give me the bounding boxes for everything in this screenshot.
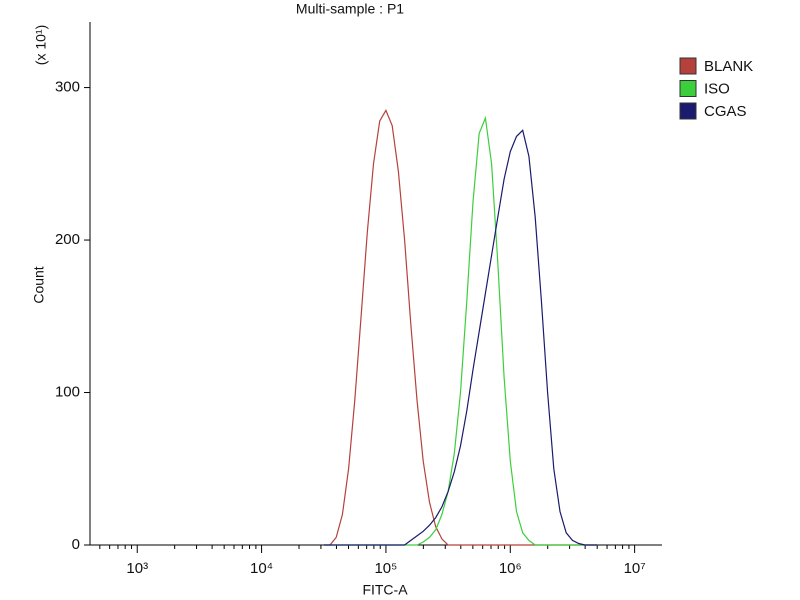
- x-tick-label: 10³: [126, 560, 148, 577]
- y-tick-label: 0: [72, 536, 80, 553]
- x-tick-label: 10⁷: [624, 560, 646, 577]
- legend-label: CGAS: [704, 103, 747, 120]
- x-tick-label: 10⁵: [374, 560, 397, 577]
- legend-label: BLANK: [704, 58, 753, 75]
- legend-label: ISO: [704, 80, 730, 97]
- chart-title: Multi-sample : P1: [296, 1, 404, 17]
- histogram-line: [323, 109, 598, 546]
- histogram-line: [323, 115, 598, 546]
- histogram-line: [323, 129, 598, 546]
- legend-swatch: [679, 80, 697, 97]
- y-tick-label: 100: [55, 383, 80, 400]
- legend-swatch: [679, 57, 697, 75]
- y-axis-label: Count: [31, 266, 47, 303]
- y-multiplier: (x 10¹): [33, 25, 49, 65]
- y-tick-label: 200: [55, 231, 80, 248]
- x-tick-label: 10⁶: [499, 560, 522, 577]
- legend-swatch: [679, 102, 697, 120]
- y-tick-label: 300: [55, 79, 80, 96]
- x-tick-label: 10⁴: [250, 560, 273, 577]
- x-axis-label: FITC-A: [362, 582, 408, 598]
